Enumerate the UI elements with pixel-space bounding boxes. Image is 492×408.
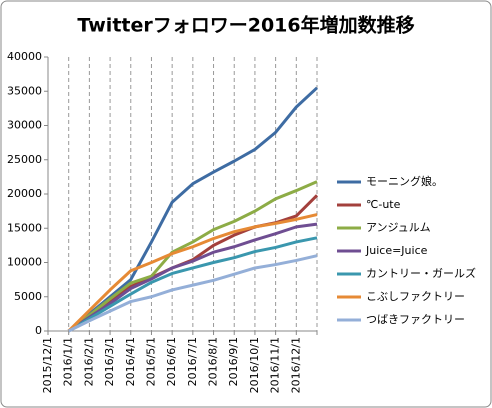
legend-label: カントリー・ガールズ (366, 266, 476, 280)
x-tick-label: 2016/10/1 (248, 337, 261, 393)
x-tick-label: 2016/1/1 (62, 337, 75, 386)
y-tick-label: 0 (35, 324, 42, 337)
x-tick-label: 2016/9/1 (227, 337, 240, 386)
legend-label: モーニング娘。 (366, 174, 443, 188)
legend-label: ℃-ute (366, 198, 401, 211)
legend-label: アンジュルム (366, 221, 431, 234)
x-tick-label: 2016/7/1 (186, 337, 199, 386)
y-tick-label: 10000 (7, 256, 42, 269)
x-tick-label: 2016/6/1 (165, 337, 178, 386)
y-tick-label: 25000 (7, 153, 42, 166)
series-line (67, 213, 318, 333)
series-line (67, 236, 318, 333)
series-line (67, 86, 319, 333)
series-line (67, 180, 318, 333)
chart-title: Twitterフォロワー2016年増加数推移 (77, 14, 414, 37)
legend-label: つばきファクトリー (366, 313, 465, 326)
series-line (67, 222, 318, 333)
series-line (68, 254, 318, 333)
y-tick-label: 35000 (7, 84, 42, 97)
x-tick-label: 2016/11/1 (269, 337, 282, 393)
y-tick-label: 5000 (14, 290, 42, 303)
legend-label: こぶしファクトリー (366, 290, 465, 303)
legend-label: Juice=Juice (365, 244, 428, 257)
x-tick-label: 2016/12/1 (289, 337, 302, 393)
x-tick-label: 2016/5/1 (144, 337, 157, 386)
x-tick-label: 2016/4/1 (124, 337, 137, 386)
y-tick-label: 30000 (7, 119, 42, 132)
x-tick-label: 2015/12/1 (41, 337, 54, 393)
y-tick-label: 15000 (7, 221, 42, 234)
y-tick-label: 40000 (7, 50, 42, 63)
x-tick-label: 2016/2/1 (82, 337, 95, 386)
y-tick-label: 20000 (7, 187, 42, 200)
x-tick-label: 2016/8/1 (207, 337, 220, 386)
x-tick-label: 2016/3/1 (103, 337, 116, 386)
